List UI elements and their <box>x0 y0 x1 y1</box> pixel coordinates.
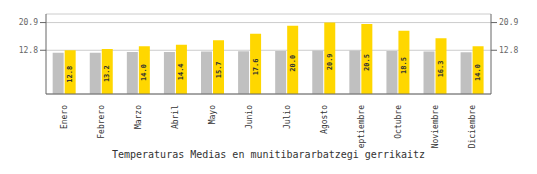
svg-text:Marzo: Marzo <box>134 105 143 129</box>
svg-text:20.9: 20.9 <box>499 18 518 27</box>
svg-text:Junio: Junio <box>245 105 254 129</box>
svg-text:Agosto: Agosto <box>320 105 329 134</box>
svg-text:Noviembre: Noviembre <box>431 105 440 148</box>
svg-text:12.8: 12.8 <box>499 46 518 55</box>
svg-text:13.2: 13.2 <box>103 65 111 82</box>
svg-text:Diciembre: Diciembre <box>468 105 477 148</box>
svg-text:12.8: 12.8 <box>19 46 38 55</box>
svg-text:20.0: 20.0 <box>289 55 297 72</box>
svg-text:Julio: Julio <box>283 105 292 129</box>
svg-text:17.6: 17.6 <box>252 59 260 76</box>
svg-text:Enero: Enero <box>60 105 69 129</box>
svg-text:15.7: 15.7 <box>215 61 223 78</box>
svg-text:14.4: 14.4 <box>177 63 185 80</box>
svg-text:Abril: Abril <box>171 105 180 129</box>
svg-text:Febrero: Febrero <box>97 105 106 139</box>
html-text:Temperaturas Medias en munitib: Temperaturas Medias en munitibararbatzeg… <box>112 149 425 160</box>
svg-text:Septiembre: Septiembre <box>357 105 366 148</box>
svg-text:12.8: 12.8 <box>66 66 74 83</box>
svg-text:Mayo: Mayo <box>208 105 217 124</box>
svg-text:18.5: 18.5 <box>400 57 408 74</box>
svg-text:Octubre: Octubre <box>394 105 403 139</box>
svg-text:20.9: 20.9 <box>19 18 38 27</box>
svg-text:20.5: 20.5 <box>363 54 371 71</box>
svg-text:16.3: 16.3 <box>437 61 445 78</box>
svg-text:20.9: 20.9 <box>326 53 334 70</box>
svg-text:14.0: 14.0 <box>474 64 482 81</box>
svg-text:14.0: 14.0 <box>140 64 148 81</box>
